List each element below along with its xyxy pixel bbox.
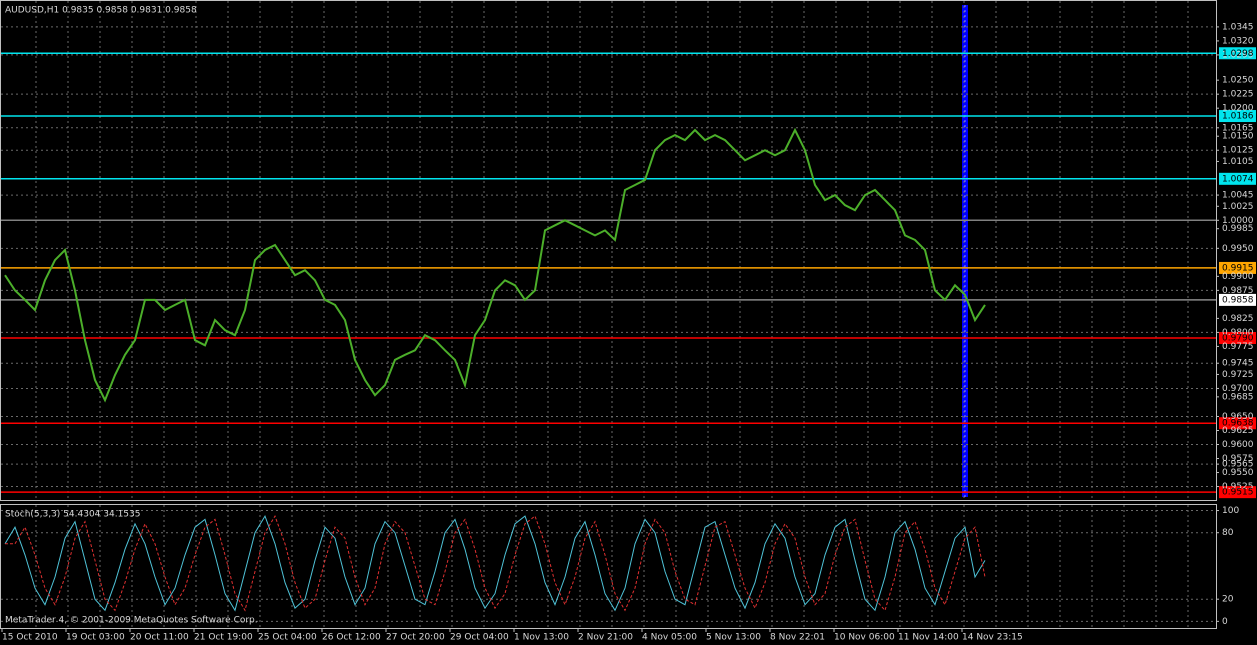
level-label-box [1219,47,1256,60]
level-label-box [1219,486,1256,499]
x-tick-label: 11 Nov 14:00 [898,633,959,643]
y-tick-label: 0.9600 [1222,440,1254,450]
y-tick-label: 0.9700 [1222,384,1254,394]
y-tick-label: 1.0125 [1222,146,1254,156]
y-tick-label: 0.9825 [1222,314,1254,324]
y-tick-label: 1.0320 [1222,36,1254,46]
y-tick-label: 0.9685 [1222,392,1254,402]
y-tick-label: 0.9725 [1222,370,1254,380]
x-tick-label: 14 Nov 23:15 [962,633,1023,643]
level-label: 0.9515 [1222,488,1254,498]
stoch-pane-border [0,504,1217,629]
y-tick-label: 1.0200 [1222,104,1254,114]
x-tick-label: 27 Oct 20:00 [386,633,445,643]
y-tick-label: 100 [1222,506,1239,516]
x-tick-label: 15 Oct 2010 [2,633,58,643]
y-tick-label: 0.9525 [1222,482,1254,492]
level-label: 1.0186 [1222,112,1254,122]
y-tick-label: 1.0150 [1222,132,1254,142]
y-tick-label: 0.9565 [1222,460,1254,470]
level-label-box [1219,261,1256,274]
y-tick-label: 0.9875 [1222,286,1254,296]
y-tick-label: 1.0225 [1222,90,1254,100]
y-tick-label: 0.9625 [1222,426,1254,436]
level-label-box [1219,172,1256,185]
y-tick-label: 1.0250 [1222,76,1254,86]
x-tick-label: 29 Oct 04:00 [450,633,509,643]
main-pane-border [0,0,1217,501]
x-tick-label: 21 Oct 19:00 [194,633,253,643]
x-tick-label: 8 Nov 22:01 [770,633,825,643]
y-tick-label: 0.9745 [1222,359,1254,369]
level-label-box [1219,417,1256,430]
x-tick-label: 2 Nov 21:00 [578,633,633,643]
x-tick-label: 20 Oct 11:00 [130,633,189,643]
level-label: 0.9858 [1222,295,1254,305]
y-tick-label: 0.9650 [1222,412,1254,422]
series-line [5,514,986,612]
level-label: 0.9638 [1222,419,1254,429]
y-tick-label: 1.0345 [1222,22,1254,32]
y-tick-label: 0.9550 [1222,468,1254,478]
y-tick-label: 1.0045 [1222,191,1254,201]
series-line [4,514,986,612]
y-tick-label: 0.9775 [1222,342,1254,352]
symbol-header: AUDUSD,H1 0.9835 0.9858 0.9831 0.9858 [5,6,197,16]
copyright: MetaTrader 4, © 2001-2009 MetaQuotes Sof… [5,616,258,626]
y-tick-label: 1.0165 [1222,123,1254,133]
stoch-header: Stoch(5,3,3) 54.4304 34.1535 [5,510,140,520]
y-tick-label: 80 [1222,528,1234,538]
level-label-box [1219,110,1256,123]
y-tick-label: 1.0105 [1222,157,1254,167]
y-tick-label: 0.9575 [1222,454,1254,464]
y-tick-label: 0 [1222,617,1228,627]
level-label: 1.0074 [1222,174,1254,184]
x-tick-label: 1 Nov 13:00 [514,633,569,643]
series-line [4,127,986,403]
level-label: 0.9915 [1222,263,1254,273]
level-label: 0.9790 [1222,334,1254,344]
x-tick-label: 10 Nov 06:00 [834,633,895,643]
level-label: 1.0298 [1222,49,1254,59]
y-tick-label: 0.9950 [1222,244,1254,254]
level-label-box [1219,332,1256,345]
y-tick-label: 20 [1222,595,1234,605]
x-tick-label: 4 Nov 05:00 [642,633,697,643]
level-label-box [1219,293,1256,306]
x-tick-label: 26 Oct 12:00 [322,633,381,643]
y-tick-label: 0.9800 [1222,328,1254,338]
x-tick-label: 19 Oct 03:00 [66,633,125,643]
y-tick-label: 1.0295 [1222,50,1254,60]
y-tick-label: 1.0000 [1222,216,1254,226]
x-tick-label: 25 Oct 04:00 [258,633,317,643]
y-tick-label: 1.0025 [1222,202,1254,212]
y-tick-label: 0.9900 [1222,272,1254,282]
x-tick-label: 5 Nov 13:00 [706,633,761,643]
y-tick-label: 0.9985 [1222,224,1254,234]
